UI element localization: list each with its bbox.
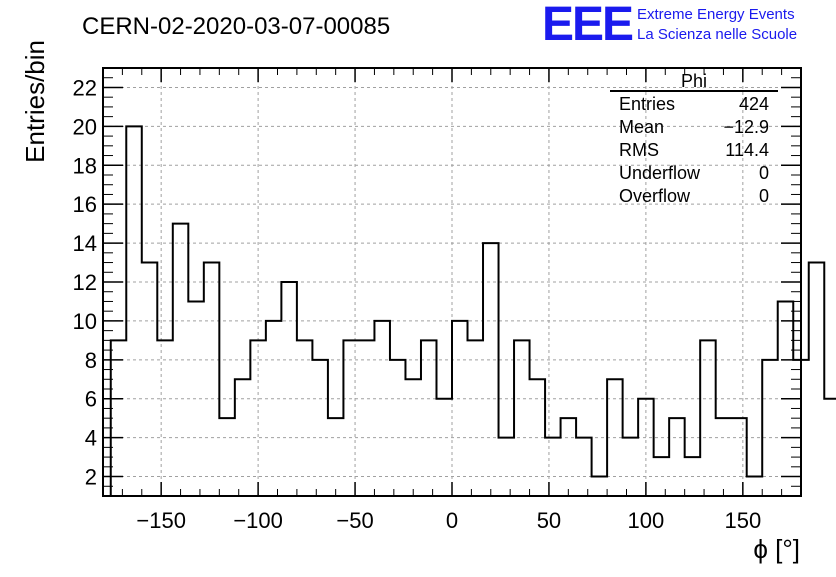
histogram-bin xyxy=(204,263,220,496)
run-title: CERN-02-2020-03-07-00085 xyxy=(82,13,390,40)
histogram-bin xyxy=(359,340,375,496)
histogram-bin xyxy=(111,340,127,496)
histogram-bin xyxy=(297,340,313,496)
y-tick-label: 2 xyxy=(85,465,97,490)
histogram-bin xyxy=(390,360,406,496)
histogram-bin xyxy=(762,360,778,496)
axis-ticks xyxy=(103,68,801,496)
histogram-bin xyxy=(592,477,608,496)
y-tick-label: 12 xyxy=(73,270,97,295)
y-tick-label: 4 xyxy=(85,426,97,451)
histogram-outline xyxy=(109,125,836,496)
histogram-bin xyxy=(219,418,235,496)
histogram-bin xyxy=(700,340,716,496)
plot-frame xyxy=(102,67,802,497)
y-tick-label: 8 xyxy=(85,348,97,373)
stats-row-label: Overflow xyxy=(619,186,691,206)
y-tick-label: 10 xyxy=(73,309,97,334)
x-tick-label: 150 xyxy=(724,508,761,533)
tick-labels: −150 −100 −50 0 50 100 150 2 4 6 8 10 12 14 16 18 20 22 xyxy=(73,75,762,533)
histogram-bin xyxy=(561,418,577,496)
histogram-bin xyxy=(514,340,530,496)
histogram-bin xyxy=(545,438,561,496)
histogram-bin xyxy=(809,263,825,496)
histogram-bin xyxy=(281,282,297,496)
histogram-bin xyxy=(328,418,344,496)
x-tick-label: 0 xyxy=(446,508,458,533)
histogram-bin xyxy=(343,340,359,496)
histogram-bin xyxy=(576,438,592,496)
histogram-bin xyxy=(669,418,685,496)
x-tick-label: −50 xyxy=(336,508,373,533)
stats-row-label: Mean xyxy=(619,117,664,137)
histogram-bin xyxy=(468,340,484,496)
stats-row-value: 0 xyxy=(759,163,769,183)
histogram-bin xyxy=(157,340,173,496)
stats-row-value: −12.9 xyxy=(723,117,769,137)
histogram-bin xyxy=(374,321,390,496)
y-tick-label: 6 xyxy=(85,387,97,412)
y-tick-label: 22 xyxy=(73,75,97,100)
stats-row-label: Entries xyxy=(619,94,675,114)
grid xyxy=(103,68,801,496)
histogram-bin xyxy=(266,321,282,496)
histogram-bin xyxy=(405,379,421,496)
y-tick-label: 16 xyxy=(73,192,97,217)
x-tick-label: 100 xyxy=(628,508,665,533)
stats-row-label: RMS xyxy=(619,140,659,160)
histogram-bin xyxy=(499,438,515,496)
stats-row-value: 0 xyxy=(759,186,769,206)
y-axis-title: Entries/bin xyxy=(20,40,50,163)
eee-logo-mark: EEE xyxy=(542,0,633,51)
x-tick-label: 50 xyxy=(537,508,561,533)
histogram-bin xyxy=(421,340,437,496)
histogram-bin xyxy=(126,126,142,496)
y-tick-label: 20 xyxy=(73,114,97,139)
y-tick-label: 18 xyxy=(73,153,97,178)
histogram-bin xyxy=(731,418,747,496)
eee-logo-line2: La Scienza nelle Scuole xyxy=(637,26,797,43)
x-tick-label: −150 xyxy=(136,508,186,533)
eee-logo: EEE Extreme Energy Events La Scienza nel… xyxy=(542,0,797,51)
histogram-bin xyxy=(716,418,732,496)
stats-row-value: 114.4 xyxy=(725,140,769,160)
stats-row-label: Underflow xyxy=(619,163,701,183)
histogram-bin xyxy=(452,321,468,496)
stats-row-value: 424 xyxy=(739,94,769,114)
stats-box: Phi Entries 424 Mean −12.9 RMS 114.4 Underflow… xyxy=(610,71,778,206)
histogram-bin xyxy=(824,399,836,496)
x-tick-label: −100 xyxy=(233,508,283,533)
histogram-bin xyxy=(142,263,158,496)
x-axis-title: ϕ [°] xyxy=(753,534,800,564)
histogram-bin xyxy=(312,360,328,496)
y-tick-label: 14 xyxy=(73,231,97,256)
histogram-bin xyxy=(483,243,499,496)
stats-title: Phi xyxy=(681,71,707,91)
histogram-bin xyxy=(623,438,639,496)
eee-logo-line1: Extreme Energy Events xyxy=(637,6,795,23)
histogram-bin xyxy=(436,399,452,496)
histogram-bin xyxy=(747,477,763,496)
